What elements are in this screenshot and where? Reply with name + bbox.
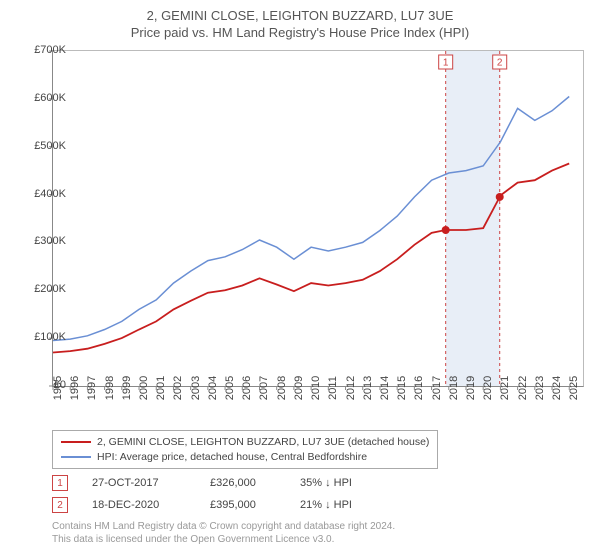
x-tick-label: 2024 [551,376,563,400]
x-tick-label: 2007 [258,376,270,400]
x-tick-label: 2004 [207,376,219,400]
legend-item-property: 2, GEMINI CLOSE, LEIGHTON BUZZARD, LU7 3… [61,435,429,450]
legend-swatch-hpi [61,456,91,458]
x-tick-label: 2020 [482,376,494,400]
x-tick-label: 2006 [241,376,253,400]
sale-diff-1: 35% ↓ HPI [300,477,390,489]
x-tick-label: 2023 [534,376,546,400]
sale-date-1: 27-OCT-2017 [92,477,210,489]
x-tick-label: 2013 [362,376,374,400]
chart-plot-area: 12 [52,50,584,387]
y-tick-label: £700K [34,44,66,56]
sale-marker-1: 1 [52,475,68,491]
x-tick-label: 1999 [121,376,133,400]
x-tick-label: 2025 [568,376,580,400]
x-tick-label: 2018 [448,376,460,400]
sale-row-1: 1 27-OCT-2017 £326,000 35% ↓ HPI [52,472,390,494]
x-tick-label: 2021 [499,376,511,400]
x-tick-label: 2014 [379,376,391,400]
sale-price-1: £326,000 [210,477,300,489]
sales-list: 1 27-OCT-2017 £326,000 35% ↓ HPI 2 18-DE… [52,472,390,516]
svg-text:2: 2 [497,58,503,69]
x-tick-label: 1996 [69,376,81,400]
title-line-2: Price paid vs. HM Land Registry's House … [0,25,600,42]
x-tick-label: 1997 [86,376,98,400]
chart-svg: 12 [53,51,583,386]
x-tick-label: 2019 [465,376,477,400]
x-tick-label: 2022 [517,376,529,400]
x-tick-label: 1998 [104,376,116,400]
x-tick-label: 2009 [293,376,305,400]
x-tick-label: 2002 [172,376,184,400]
y-tick-label: £400K [34,188,66,200]
x-tick-label: 2012 [345,376,357,400]
y-tick-label: £300K [34,235,66,247]
legend-swatch-property [61,441,91,443]
x-tick-label: 2011 [327,376,339,400]
svg-text:1: 1 [443,58,449,69]
x-tick-label: 2016 [413,376,425,400]
x-tick-label: 2008 [276,376,288,400]
legend-label-property: 2, GEMINI CLOSE, LEIGHTON BUZZARD, LU7 3… [97,435,429,450]
footer-line-1: Contains HM Land Registry data © Crown c… [52,520,395,533]
sale-price-2: £395,000 [210,499,300,511]
title-line-1: 2, GEMINI CLOSE, LEIGHTON BUZZARD, LU7 3… [0,8,600,25]
y-tick-label: £100K [34,331,66,343]
legend-label-hpi: HPI: Average price, detached house, Cent… [97,450,367,465]
x-tick-label: 1995 [52,376,64,400]
y-tick-label: £200K [34,283,66,295]
y-tick-label: £500K [34,140,66,152]
x-tick-label: 2010 [310,376,322,400]
sale-marker-2: 2 [52,497,68,513]
x-tick-label: 2003 [190,376,202,400]
sale-date-2: 18-DEC-2020 [92,499,210,511]
x-tick-label: 2005 [224,376,236,400]
legend-item-hpi: HPI: Average price, detached house, Cent… [61,450,429,465]
footer-text: Contains HM Land Registry data © Crown c… [52,520,395,546]
x-tick-label: 2015 [396,376,408,400]
sale-diff-2: 21% ↓ HPI [300,499,390,511]
footer-line-2: This data is licensed under the Open Gov… [52,533,395,546]
x-tick-label: 2001 [155,376,167,400]
x-tick-label: 2000 [138,376,150,400]
chart-title-block: 2, GEMINI CLOSE, LEIGHTON BUZZARD, LU7 3… [0,0,600,42]
sale-row-2: 2 18-DEC-2020 £395,000 21% ↓ HPI [52,494,390,516]
x-tick-label: 2017 [431,376,443,400]
y-tick-label: £600K [34,92,66,104]
legend-box: 2, GEMINI CLOSE, LEIGHTON BUZZARD, LU7 3… [52,430,438,469]
